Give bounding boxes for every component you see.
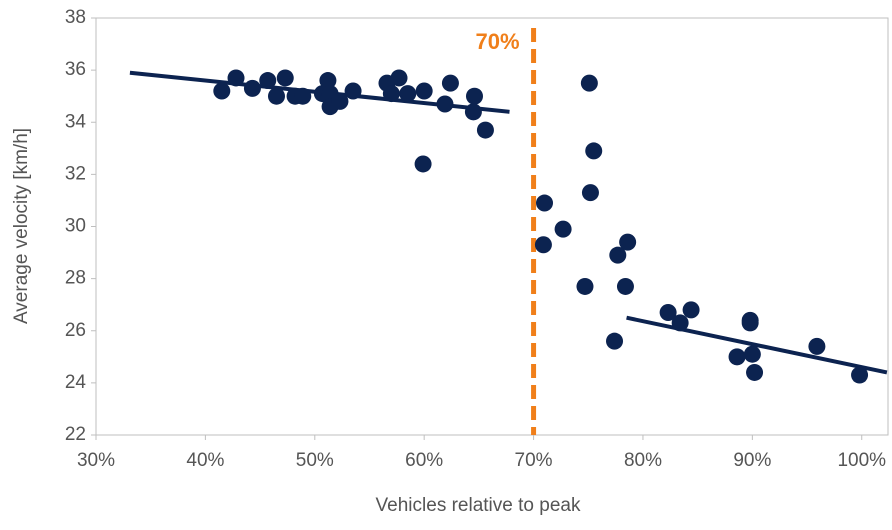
- x-tick-label: 80%: [624, 450, 662, 471]
- x-tick-label: 40%: [186, 450, 224, 471]
- x-axis-title: Vehicles relative to peak: [376, 495, 581, 516]
- point: [743, 345, 761, 363]
- point: [465, 87, 483, 105]
- point: [331, 92, 349, 110]
- x-tick-label: 30%: [77, 450, 115, 471]
- point: [436, 95, 454, 113]
- point: [294, 87, 312, 105]
- point: [382, 85, 400, 103]
- point: [671, 314, 689, 332]
- point: [585, 142, 603, 160]
- x-tick-label: 70%: [515, 450, 553, 471]
- point: [554, 220, 572, 238]
- x-tick-label: 100%: [837, 450, 886, 471]
- point: [616, 277, 634, 295]
- y-tick-label: 30: [65, 216, 86, 237]
- point: [728, 348, 746, 366]
- point: [536, 194, 554, 212]
- point: [276, 69, 294, 87]
- y-tick-label: 24: [65, 372, 87, 393]
- point: [441, 74, 459, 92]
- x-tick-label: 90%: [733, 450, 771, 471]
- point: [808, 337, 826, 355]
- y-tick-label: 32: [65, 163, 86, 184]
- point: [534, 236, 552, 254]
- point: [580, 74, 598, 92]
- y-tick-label: 36: [65, 59, 86, 80]
- point: [619, 233, 637, 251]
- point: [259, 72, 277, 90]
- y-tick-label: 34: [65, 111, 87, 132]
- point: [319, 72, 337, 90]
- point: [682, 301, 700, 319]
- point: [415, 82, 433, 100]
- point: [267, 87, 285, 105]
- point: [464, 103, 482, 121]
- y-tick-label: 38: [65, 7, 86, 28]
- point: [243, 79, 261, 97]
- point: [746, 363, 764, 381]
- y-tick-label: 22: [65, 424, 86, 445]
- y-axis-title: Average velocity [km/h]: [11, 128, 32, 324]
- y-tick-label: 28: [65, 268, 86, 289]
- point: [414, 155, 432, 173]
- point: [659, 304, 677, 322]
- point: [476, 121, 494, 139]
- point: [851, 366, 869, 384]
- point: [581, 184, 599, 202]
- point: [609, 246, 627, 264]
- point: [399, 85, 417, 103]
- threshold-label: 70%: [476, 29, 520, 54]
- point: [576, 277, 594, 295]
- x-tick-label: 50%: [296, 450, 334, 471]
- x-tick-label: 60%: [405, 450, 443, 471]
- point: [227, 69, 245, 87]
- point: [390, 69, 408, 87]
- point: [606, 332, 624, 350]
- y-tick-label: 26: [65, 320, 86, 341]
- point: [213, 82, 231, 100]
- trend-line: [626, 315, 888, 375]
- point: [344, 82, 362, 100]
- point: [741, 314, 759, 332]
